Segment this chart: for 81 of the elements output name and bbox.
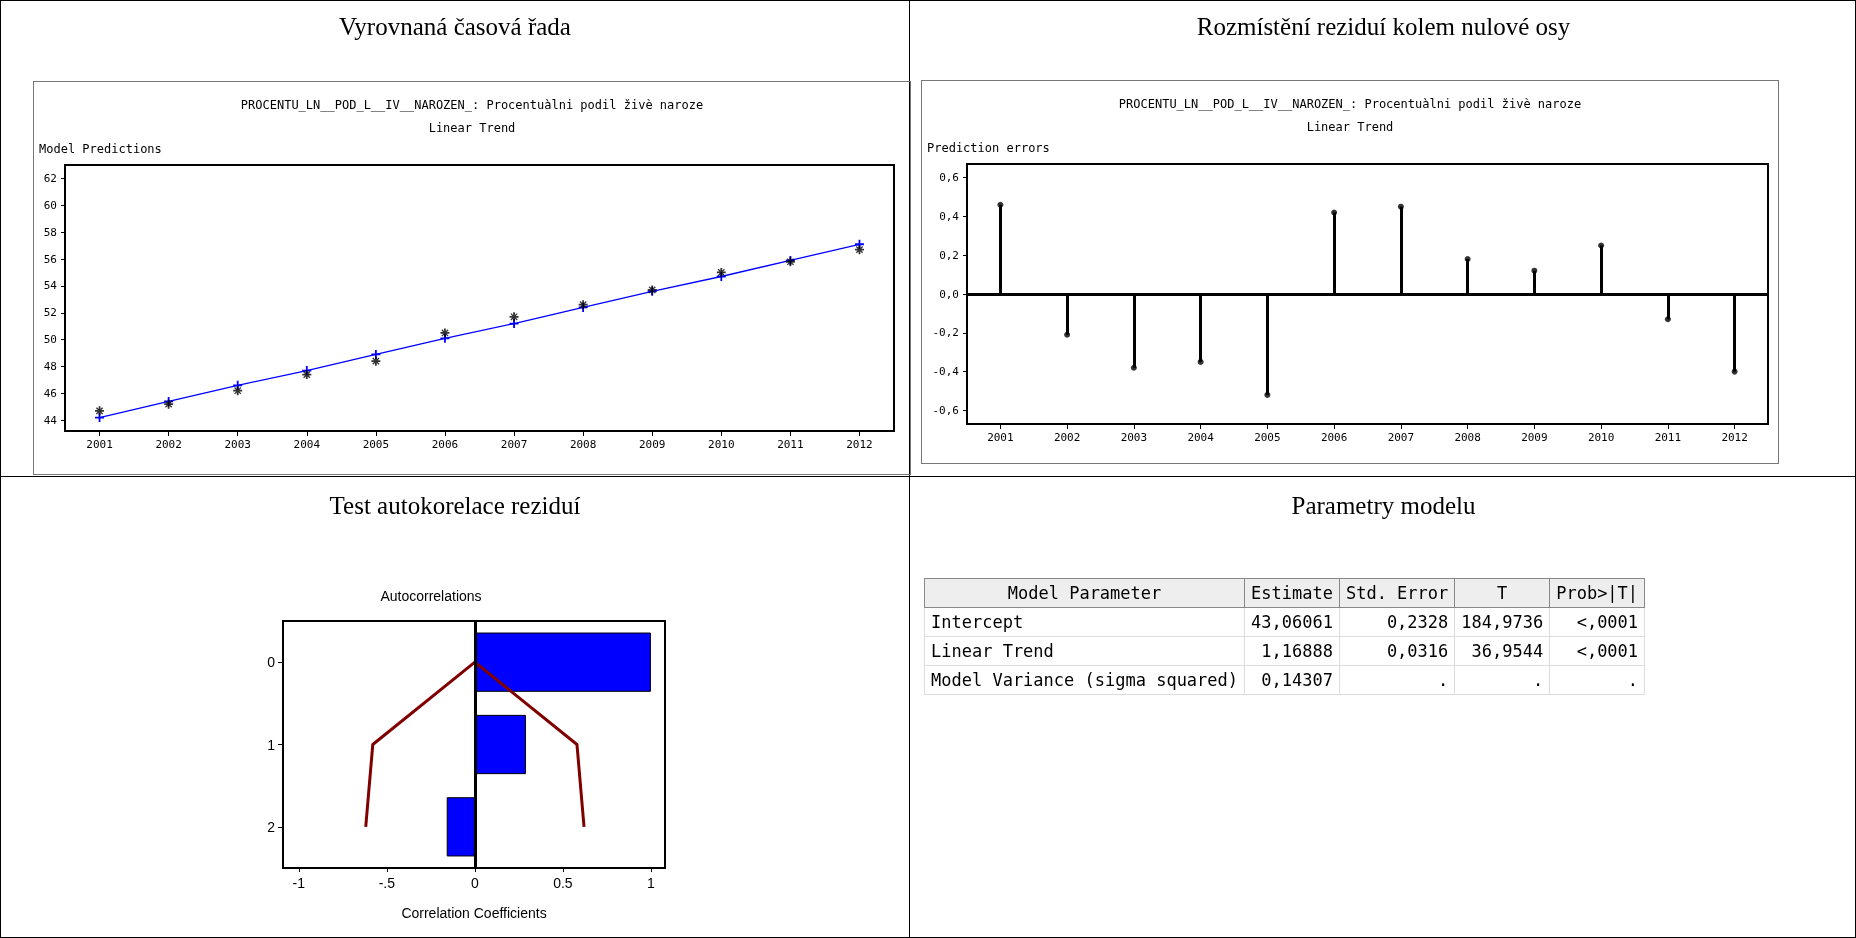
x-tick-label: 0	[470, 875, 479, 891]
text: Intercept	[924, 607, 1245, 637]
text: Prob>|T|	[1549, 578, 1645, 608]
y-tick-label: 2	[267, 818, 276, 835]
x-tick-label: 2012	[1721, 431, 1748, 444]
text: 36,9544	[1454, 636, 1550, 666]
x-tick-label: 2003	[224, 438, 251, 451]
text: 0,14307	[1244, 665, 1340, 695]
x-tick-label: -1	[292, 875, 306, 891]
y-tick-label: 44	[43, 413, 58, 427]
x-tick-label: 2006	[431, 438, 459, 451]
text: Model Variance (sigma squared)	[924, 665, 1245, 695]
y-tick-label: 0,0	[939, 287, 959, 301]
x-tick-label: 2001	[86, 438, 113, 451]
y-tick-label: 60	[43, 198, 57, 212]
chart-subtitle: PROCENTU_LN__POD_L__IV__NAROZEN_: Procentuàlni podil živè naroze	[1118, 97, 1582, 111]
x-tick-label: 2011	[777, 438, 804, 451]
text: .	[1339, 665, 1455, 695]
y-tick-label: 62	[43, 171, 57, 185]
x-tick-label: 2002	[155, 438, 182, 451]
x-tick-label: 2005	[1254, 431, 1281, 444]
x-tick-label: 1	[647, 875, 656, 891]
y-axis-title: Model Predictions	[39, 142, 162, 156]
x-tick-label: 2009	[1521, 431, 1548, 444]
x-tick-label: 2012	[846, 438, 873, 451]
x-tick-label: 2010	[708, 438, 735, 451]
x-tick-label: 2006	[1320, 431, 1348, 444]
x-tick-label: 2007	[1387, 431, 1415, 444]
text: 0,2328	[1339, 607, 1455, 637]
y-tick-label: 0,6	[939, 171, 959, 185]
y-tick-label: 58	[43, 225, 57, 239]
chart-title: Vyrovnaná časová řada	[338, 13, 572, 41]
x-tick-label: 2002	[1053, 431, 1081, 444]
text: 0,0316	[1339, 636, 1455, 666]
y-tick-label: 0,2	[939, 248, 959, 262]
y-tick-label: 46	[43, 386, 57, 400]
text: Model Parameter	[924, 578, 1245, 608]
y-tick-label: -0,4	[932, 365, 960, 379]
text: Linear Trend	[924, 636, 1245, 666]
x-tick-label: 2005	[362, 438, 390, 451]
x-tick-label: 2004	[293, 438, 321, 451]
text: Linear Trend	[428, 121, 516, 135]
text: Std. Error	[1339, 578, 1455, 608]
text: 184,9736	[1454, 607, 1550, 637]
x-tick-label: -.5	[378, 875, 396, 891]
text: Parametry modelu	[1290, 492, 1477, 520]
text: <,0001	[1549, 607, 1645, 637]
y-tick-label: 52	[43, 306, 57, 320]
y-tick-label: 48	[43, 360, 57, 374]
x-tick-label: 2008	[569, 438, 597, 451]
y-tick-label: 0	[267, 654, 276, 671]
x-tick-label: 2009	[638, 438, 666, 451]
x-axis-title: Correlation Coefficients	[401, 905, 547, 921]
x-tick-label: 2008	[1454, 431, 1481, 444]
text: <,0001	[1549, 636, 1645, 666]
y-tick-label: -0,2	[932, 326, 959, 340]
x-tick-label: 2004	[1187, 431, 1215, 444]
text: Estimate	[1244, 578, 1340, 608]
y-tick-label: -0,6	[932, 403, 959, 417]
y-tick-label: 1	[267, 736, 276, 753]
chart-title: Rozmístění reziduí kolem nulové osy	[1195, 13, 1572, 41]
text: T	[1454, 578, 1550, 608]
chart-subtitle: Autocorrelations	[380, 588, 482, 604]
y-tick-label: 50	[43, 333, 57, 347]
chart-title: Test autokorelace reziduí	[328, 492, 582, 520]
text: 1,16888	[1244, 636, 1340, 666]
y-tick-label: 54	[43, 279, 58, 293]
y-axis-title: Prediction errors	[927, 141, 1050, 155]
text: .	[1549, 665, 1645, 695]
x-tick-label: 2007	[500, 438, 528, 451]
y-tick-label: 0,4	[939, 209, 960, 223]
x-tick-label: 2010	[1587, 431, 1615, 444]
x-tick-label: 2001	[987, 431, 1014, 444]
text: 43,06061	[1244, 607, 1340, 637]
x-tick-label: 2011	[1654, 431, 1682, 444]
x-tick-label: 0.5	[553, 875, 573, 891]
text: Linear Trend	[1306, 120, 1394, 134]
text: .	[1454, 665, 1550, 695]
x-tick-label: 2003	[1120, 431, 1148, 444]
y-tick-label: 56	[43, 252, 57, 266]
chart-subtitle: PROCENTU_LN__POD_L__IV__NAROZEN_: Procentuàlni podil živè naroze	[240, 98, 704, 112]
